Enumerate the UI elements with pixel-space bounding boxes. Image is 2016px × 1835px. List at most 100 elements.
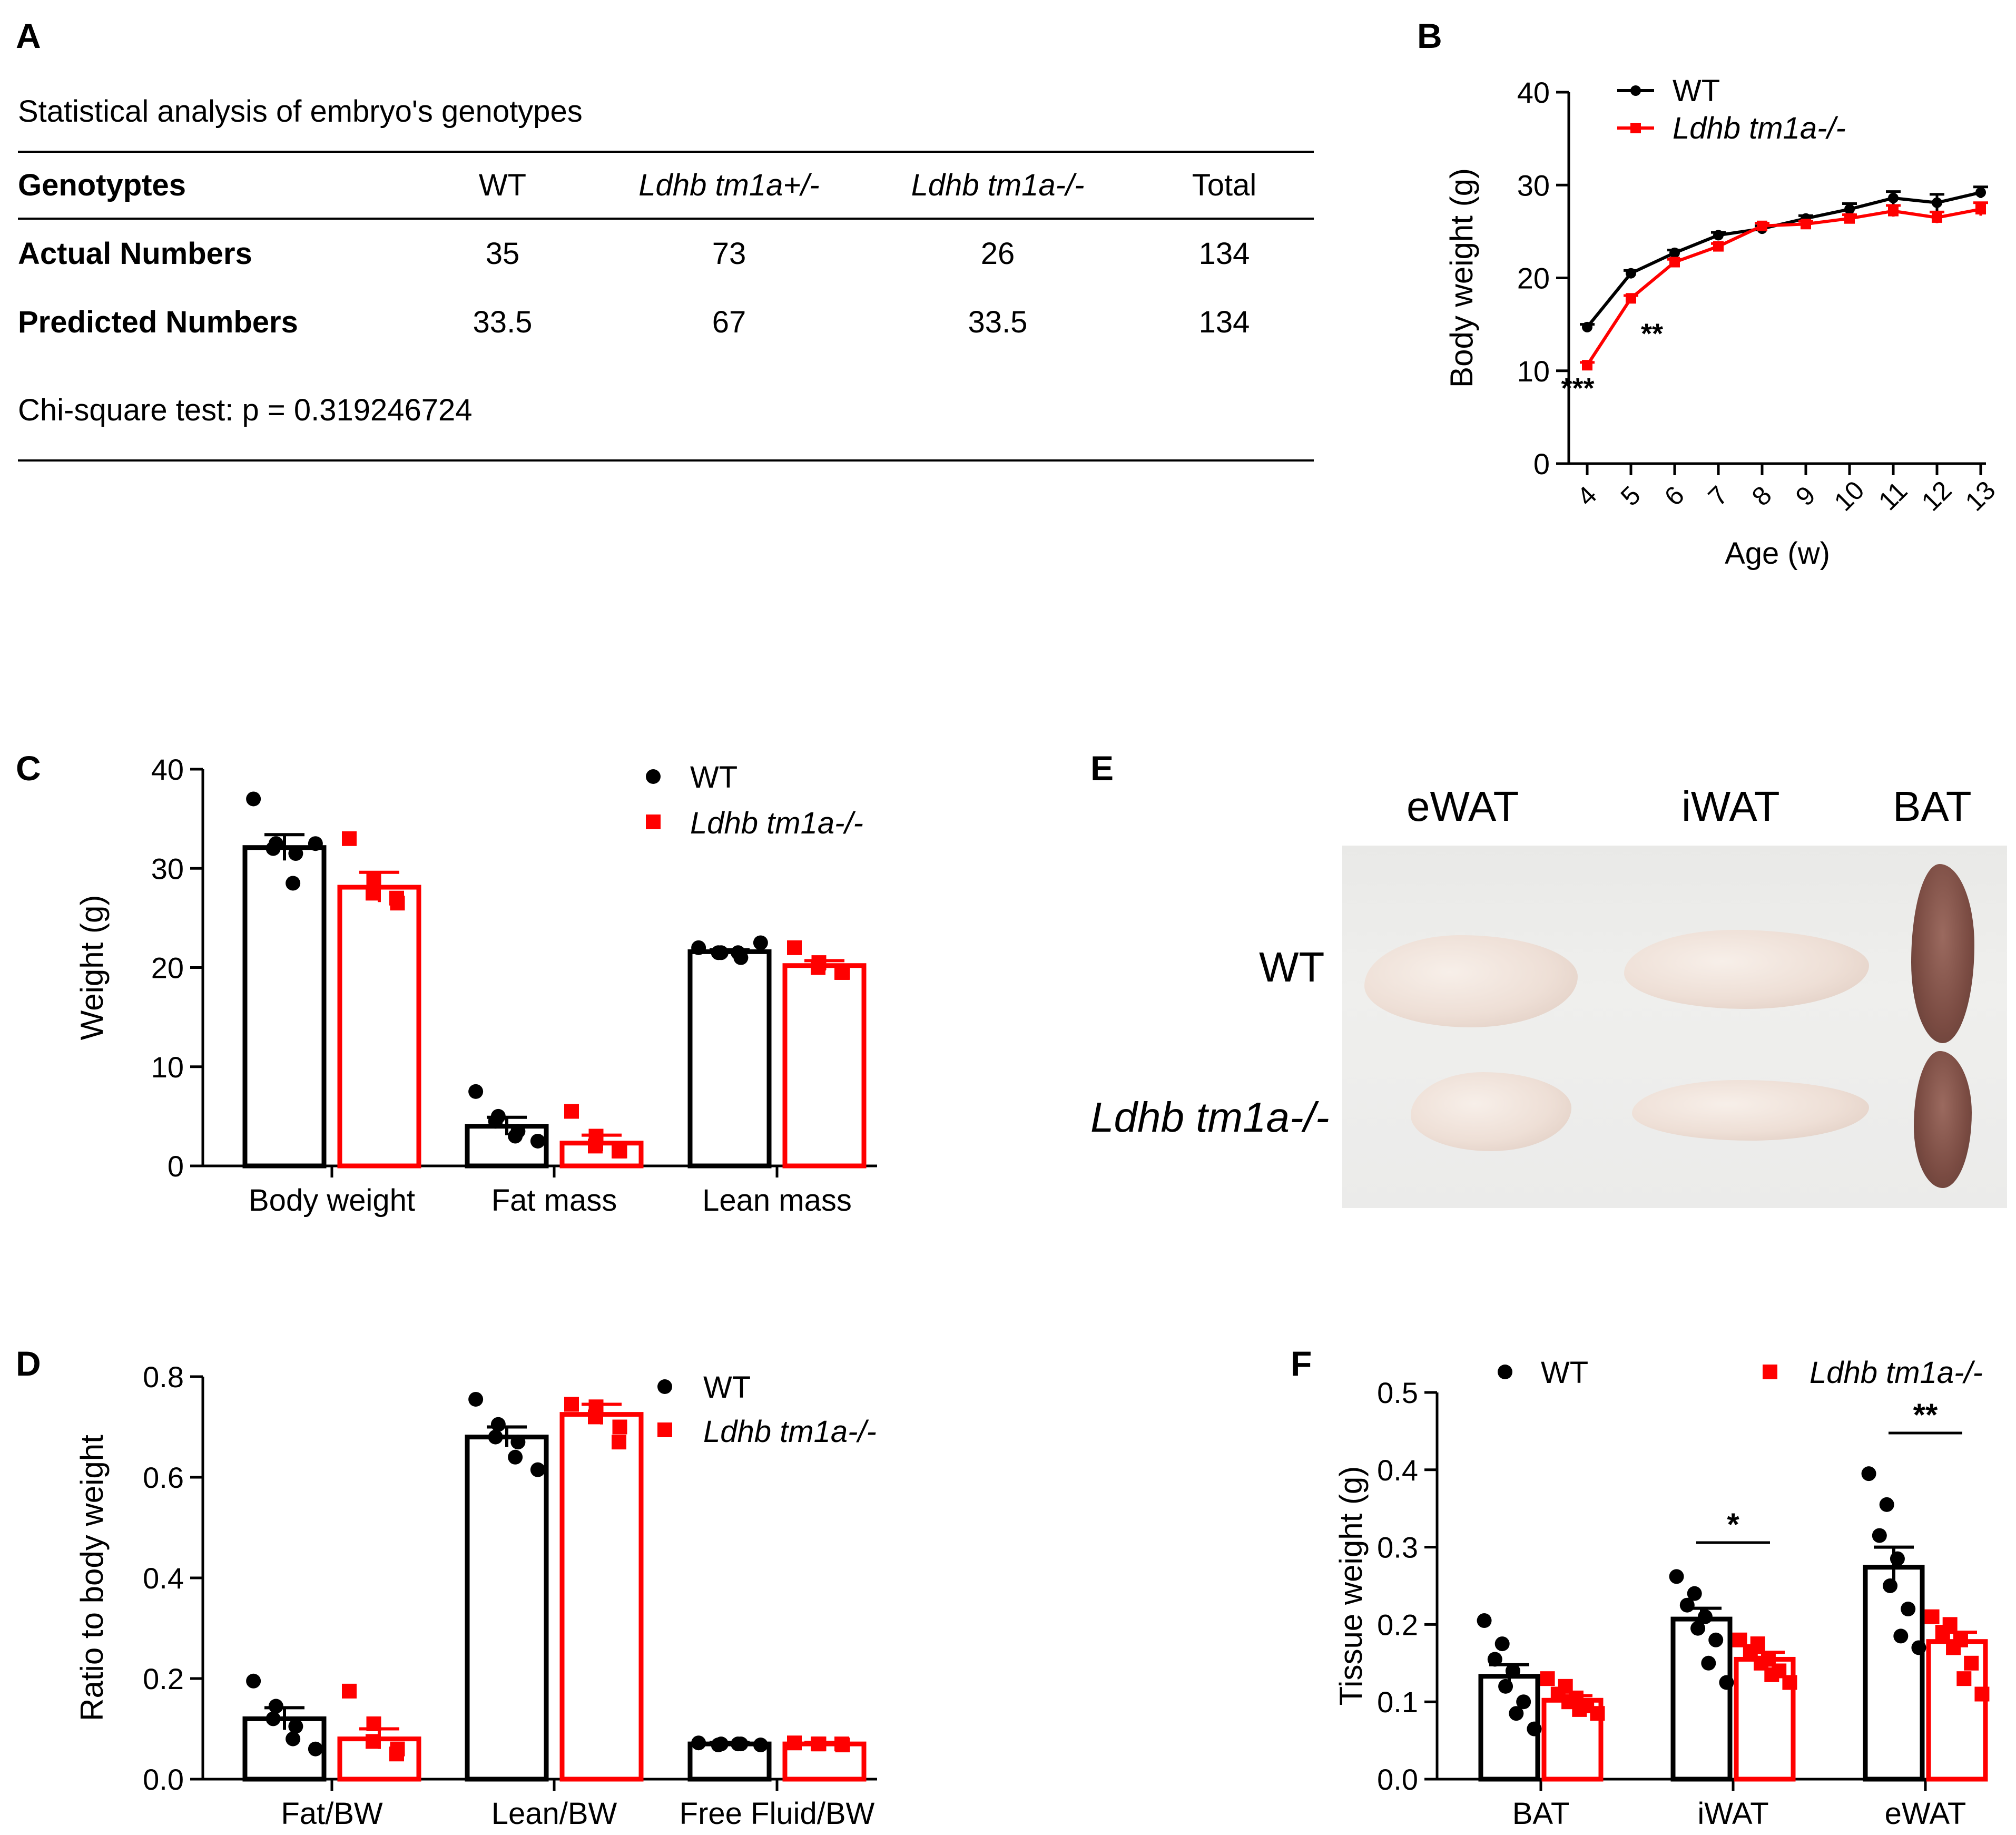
f-data-point xyxy=(1498,1679,1513,1694)
b-legend-marker-wt xyxy=(1630,85,1641,96)
f-data-point xyxy=(1879,1497,1894,1512)
b-y-tick-label: 20 xyxy=(1517,262,1550,295)
f-data-point xyxy=(1772,1663,1787,1679)
b-point xyxy=(1888,205,1899,217)
table-header-rule xyxy=(18,218,1314,220)
bat-ko-tissue xyxy=(1914,1051,1972,1188)
c-data-point xyxy=(389,890,404,906)
b-x-tick-label: 6 xyxy=(1659,480,1690,512)
d-data-point xyxy=(308,1741,323,1757)
c-data-point xyxy=(811,955,827,970)
c-data-point xyxy=(530,1133,545,1149)
d-data-point xyxy=(510,1435,526,1450)
b-point xyxy=(1888,192,1899,203)
d-data-point xyxy=(787,1735,802,1751)
d-data-point xyxy=(691,1735,706,1751)
f-data-point xyxy=(1946,1640,1961,1655)
d-bar xyxy=(782,1741,867,1782)
f-data-point xyxy=(1924,1609,1940,1624)
c-y-tick-label: 10 xyxy=(151,1051,184,1084)
b-point xyxy=(1975,187,1986,198)
bat-wt-tissue xyxy=(1911,864,1974,1043)
f-data-point xyxy=(1540,1671,1555,1686)
f-data-point xyxy=(1487,1652,1502,1667)
b-x-tick-label: 10 xyxy=(1828,475,1870,517)
d-bar xyxy=(465,1435,549,1782)
f-data-point xyxy=(1561,1694,1577,1710)
f-data-point xyxy=(1750,1636,1765,1652)
f-significance: ** xyxy=(1913,1397,1938,1432)
d-data-point xyxy=(490,1417,506,1432)
b-significance: ** xyxy=(1641,318,1663,349)
b-y-tick-label: 10 xyxy=(1517,355,1550,388)
b-point xyxy=(1757,223,1767,234)
c-data-point xyxy=(588,1139,603,1154)
d-data-point xyxy=(835,1738,850,1753)
ewat-wt-tissue xyxy=(1364,935,1578,1027)
d-data-point xyxy=(733,1736,749,1752)
f-bar xyxy=(1478,1674,1540,1782)
b-x-tick-label: 8 xyxy=(1746,480,1777,512)
b-point xyxy=(1582,360,1592,371)
d-data-point xyxy=(288,1719,303,1734)
f-data-point xyxy=(1697,1609,1713,1624)
d-data-point xyxy=(588,1399,604,1415)
b-point xyxy=(1713,241,1724,252)
d-data-point xyxy=(731,1736,746,1752)
d-data-point xyxy=(265,1711,281,1726)
c-data-point xyxy=(246,791,261,807)
b-x-axis-label: Age (w) xyxy=(1725,536,1830,571)
c-data-point xyxy=(588,1129,604,1144)
d-data-point xyxy=(342,1683,357,1699)
c-data-point xyxy=(488,1114,503,1129)
b-legend-label-ko: Ldhb tm1a-/- xyxy=(1673,111,1846,145)
c-data-point xyxy=(731,945,746,960)
c-legend-marker-ko xyxy=(646,815,661,829)
c-data-point xyxy=(787,940,802,955)
f-data-point xyxy=(1861,1466,1876,1481)
f-data-point xyxy=(1568,1690,1584,1705)
b-point xyxy=(1626,293,1636,304)
panel-letter-e: E xyxy=(1090,749,1114,788)
f-y-axis-label: Tissue weight (g) xyxy=(1333,1466,1369,1706)
f-data-point xyxy=(1679,1597,1695,1613)
panel-letter-b: B xyxy=(1417,16,1442,55)
b-point xyxy=(1669,247,1680,258)
c-y-tick-label: 0 xyxy=(168,1150,184,1183)
d-x-tick-label: Free Fluid/BW xyxy=(680,1797,875,1831)
f-y-tick-label: 0.2 xyxy=(1377,1608,1418,1641)
f-significance: * xyxy=(1727,1507,1739,1542)
f-data-point xyxy=(1754,1655,1769,1671)
c-y-tick-label: 40 xyxy=(151,753,184,786)
d-data-point xyxy=(811,1736,827,1752)
b-y-tick-label: 40 xyxy=(1517,76,1550,109)
table-top-rule xyxy=(18,151,1314,153)
f-data-point xyxy=(1494,1636,1510,1652)
f-data-point xyxy=(1477,1613,1492,1628)
photo-col-ewat: eWAT xyxy=(1407,783,1519,830)
b-legend-label-wt: WT xyxy=(1673,74,1720,108)
f-data-point xyxy=(1516,1694,1531,1710)
d-bar xyxy=(242,1716,327,1782)
c-bar xyxy=(337,885,421,1169)
d-data-point xyxy=(508,1449,523,1465)
f-y-tick-label: 0.3 xyxy=(1377,1531,1418,1564)
c-data-point xyxy=(753,935,768,950)
c-data-point xyxy=(835,965,850,980)
photo-col-iwat: iWAT xyxy=(1681,783,1780,830)
b-x-tick-label: 9 xyxy=(1790,480,1821,512)
b-point xyxy=(1975,204,1986,215)
d-data-point xyxy=(713,1736,729,1752)
b-x-tick-label: 4 xyxy=(1571,480,1602,512)
f-data-point xyxy=(1743,1644,1758,1659)
d-data-point xyxy=(468,1391,484,1407)
f-data-point xyxy=(1505,1663,1520,1679)
b-point xyxy=(1713,230,1724,241)
f-x-tick-label: BAT xyxy=(1512,1797,1570,1831)
f-data-point xyxy=(1690,1621,1706,1636)
b-x-tick-label: 5 xyxy=(1615,480,1646,512)
b-legend-marker-ko xyxy=(1630,123,1641,133)
f-data-point xyxy=(1764,1667,1779,1682)
b-point xyxy=(1626,268,1636,279)
cell-wt: 35 xyxy=(485,237,520,271)
